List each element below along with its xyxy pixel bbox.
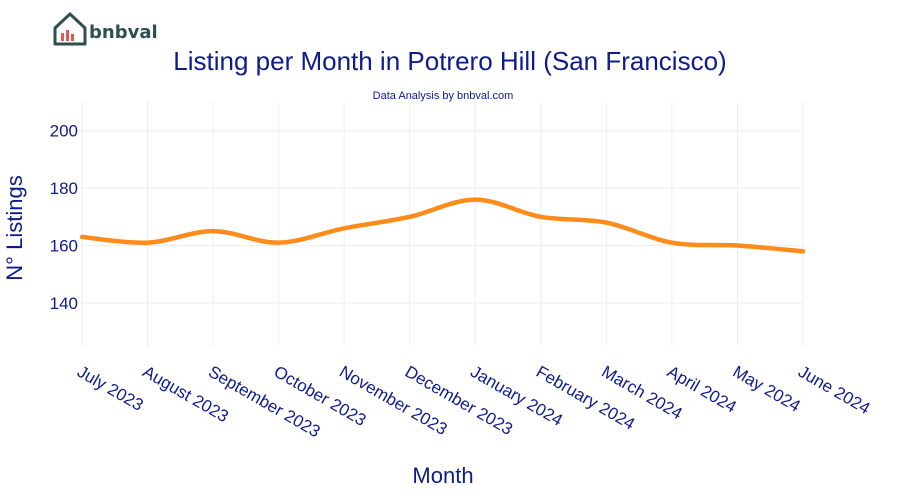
x-tick-label: July 2023 (74, 362, 147, 415)
y-tick-label: 160 (50, 237, 78, 256)
x-tick-label: June 2024 (795, 362, 873, 418)
y-axis-label: N° Listings (2, 175, 27, 280)
chart-subtitle: Data Analysis by bnbval.com (373, 90, 514, 102)
x-tick-label: December 2023 (402, 362, 516, 439)
chart-title: Listing per Month in Potrero Hill (San F… (173, 46, 726, 76)
x-tick-label: September 2023 (205, 362, 323, 441)
house-icon (53, 12, 87, 46)
x-axis-label: Month (412, 463, 473, 488)
series-layer (79, 197, 806, 254)
y-tick-label: 140 (50, 294, 78, 313)
y-tick-label: 180 (50, 179, 78, 198)
series-line (79, 197, 806, 254)
y-axis-ticks: 140 160 180 200 (50, 122, 78, 313)
x-tick-label: November 2023 (336, 362, 450, 439)
y-tick-label: 200 (50, 122, 78, 141)
bnbval-logo: bnbval (53, 12, 158, 46)
x-tick-label: May 2024 (729, 362, 803, 416)
brand-name: bnbval (89, 22, 158, 43)
grid (81, 102, 804, 346)
